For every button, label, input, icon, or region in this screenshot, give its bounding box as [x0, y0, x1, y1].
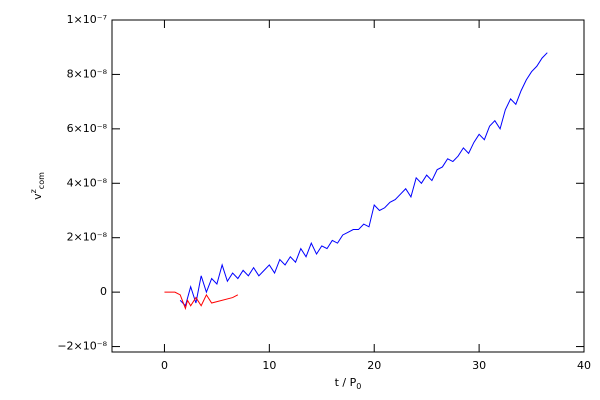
y-tick-label: −2×10⁻⁸: [57, 340, 107, 353]
y-tick-label: 6×10⁻⁸: [67, 122, 108, 135]
x-tick-label: 0: [161, 359, 168, 372]
y-tick-label: 2×10⁻⁸: [67, 231, 108, 244]
x-tick-label: 20: [367, 359, 381, 372]
y-tick-label: 8×10⁻⁸: [67, 67, 108, 80]
x-label-sub: 0: [356, 382, 361, 391]
y-tick-label: 0: [100, 285, 107, 298]
x-axis-label: t / P0: [335, 376, 362, 391]
plot-frame: [111, 19, 585, 353]
x-label-base: t / P: [335, 376, 357, 389]
y-axis-label: vzcom: [29, 172, 46, 200]
y-label-base: v: [31, 193, 44, 200]
data-line: [179, 52, 548, 307]
y-tick-label: 4×10⁻⁸: [67, 176, 108, 189]
y-label-sup: z: [29, 189, 38, 193]
x-tick-label: 40: [577, 359, 591, 372]
x-tick-label: 30: [472, 359, 486, 372]
data-line: [164, 291, 239, 311]
y-tick-label: 1×10⁻⁷: [67, 13, 107, 26]
x-tick-label: 10: [262, 359, 276, 372]
y-label-sub: com: [37, 172, 46, 189]
